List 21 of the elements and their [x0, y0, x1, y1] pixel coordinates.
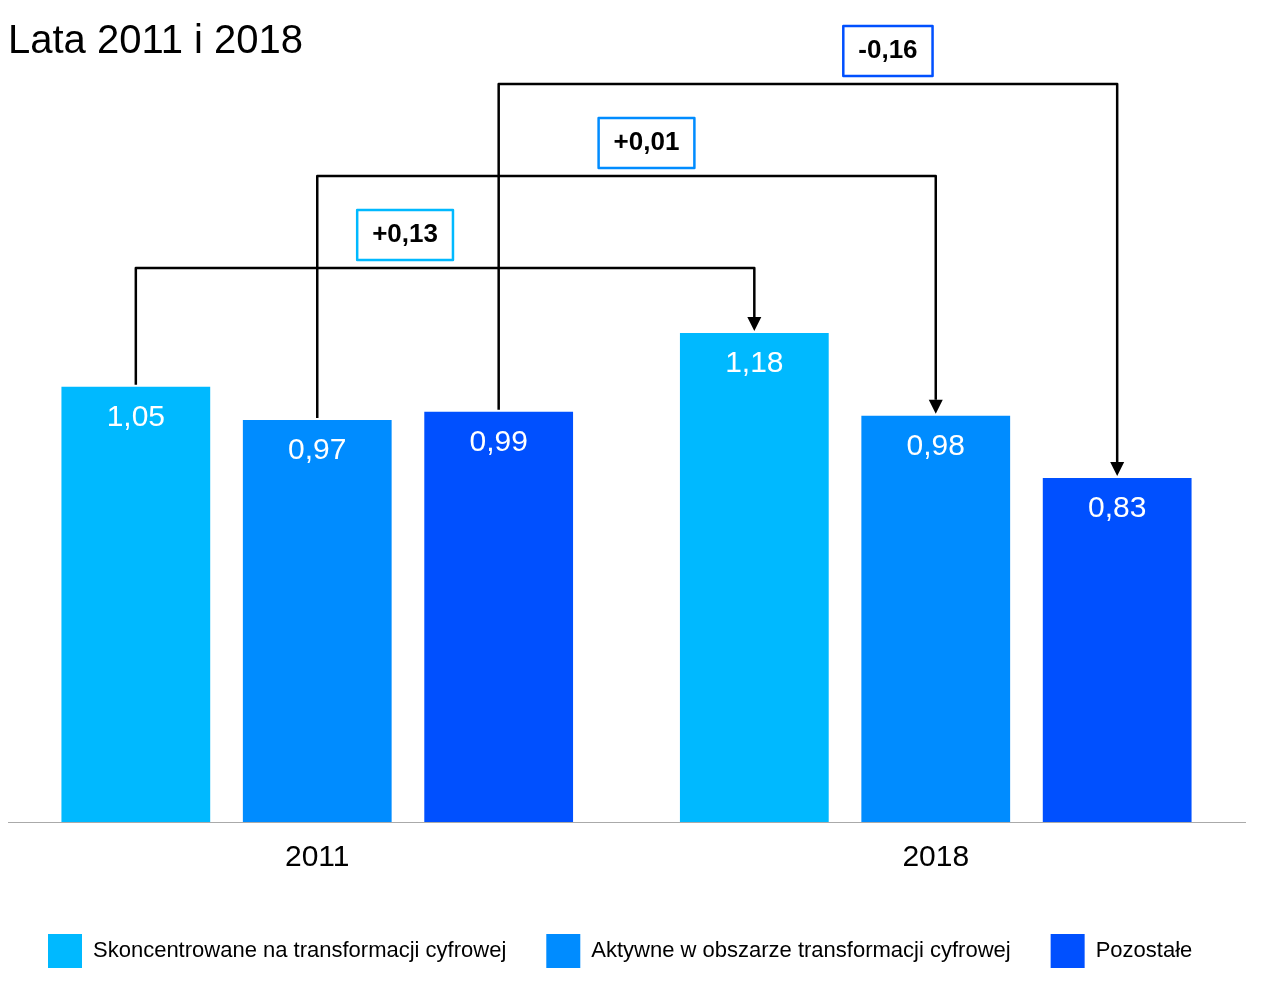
text: +0,01	[613, 126, 680, 157]
data-label: 0,99	[469, 423, 528, 457]
bar	[424, 411, 574, 822]
chart-title: Lata 2011 i 2018	[8, 17, 304, 62]
bar	[61, 386, 211, 822]
bar	[1042, 478, 1192, 822]
data-label: 0,98	[906, 428, 965, 462]
data-label: 1,18	[725, 345, 784, 379]
bar	[242, 419, 392, 822]
legend-label: Aktywne w obszarze transformacji cyfrowej	[591, 937, 1011, 963]
x-tick-label: 2011	[284, 839, 350, 873]
bar	[861, 415, 1011, 822]
data-label: 0,97	[288, 432, 347, 466]
text: +0,13	[372, 218, 438, 249]
data-label: 1,05	[106, 399, 166, 433]
bar	[679, 332, 829, 822]
legend-label: Pozostałe	[1095, 937, 1193, 963]
x-tick-label: 2018	[902, 839, 970, 873]
legend-label: Skoncentrowane na transformacji cyfrowej	[93, 937, 507, 963]
text: -0,16	[858, 34, 918, 65]
data-label: 0,83	[1087, 490, 1147, 524]
